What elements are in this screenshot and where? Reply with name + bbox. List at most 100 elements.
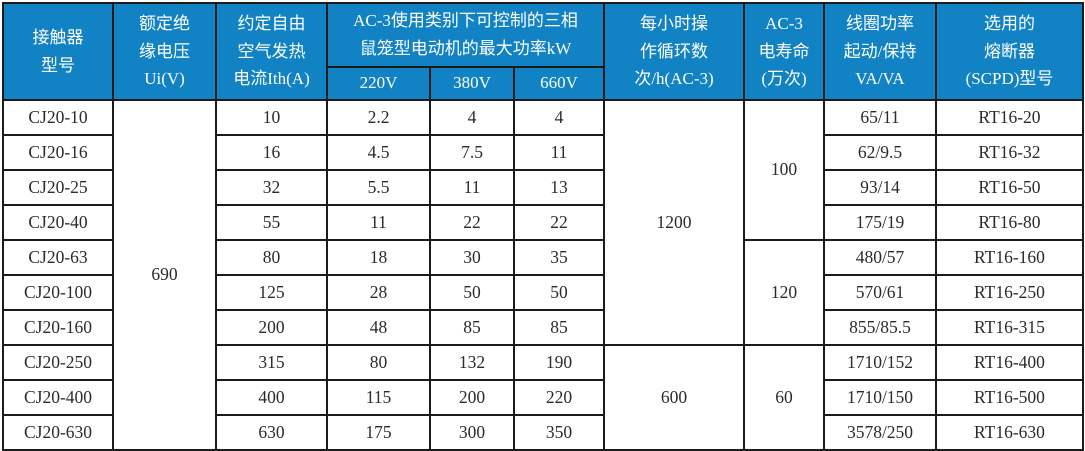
cell-thermal-current: 16 (215, 134, 328, 171)
cell-fuse: RT16-250 (935, 274, 1084, 311)
table-row: CJ20-250 315 80 132 190 600 60 1710/152 … (2, 344, 1084, 451)
cell-power-380v: 7.5 (429, 134, 515, 171)
cell-power-380v: 50 (429, 274, 515, 311)
header-coil-power: 线圈功率 起动/保持 VA/VA (823, 2, 937, 101)
cell-fuse: RT16-500 (935, 379, 1084, 416)
cell-model: CJ20-63 (2, 239, 114, 276)
cell-power-660v: 50 (513, 274, 605, 311)
cell-fuse: RT16-160 (935, 239, 1084, 276)
header-220v: 220V (326, 66, 431, 101)
cell-coil-power: 1710/150 (823, 379, 937, 416)
cell-life: 100 (743, 99, 825, 241)
cell-thermal-current: 80 (215, 239, 328, 276)
cell-fuse: RT16-80 (935, 204, 1084, 241)
header-cycles: 每小时操 作循环数 次/h(AC-3) (603, 2, 745, 101)
cell-model: CJ20-40 (2, 204, 114, 241)
cell-coil-power: 855/85.5 (823, 309, 937, 346)
cell-coil-power: 3578/250 (823, 414, 937, 451)
cell-power-380v: 200 (429, 379, 515, 416)
cell-power-380v: 30 (429, 239, 515, 276)
cell-thermal-current: 32 (215, 169, 328, 206)
cell-thermal-current: 200 (215, 309, 328, 346)
cell-power-220v: 5.5 (326, 169, 431, 206)
table-row: CJ20-100 125 28 50 50 570/61 RT16-250 (2, 274, 1084, 311)
cell-fuse: RT16-315 (935, 309, 1084, 346)
cell-model: CJ20-25 (2, 169, 114, 206)
cell-power-220v: 4.5 (326, 134, 431, 171)
cell-coil-power: 570/61 (823, 274, 937, 311)
cell-power-380v: 4 (429, 99, 515, 136)
cell-power-220v: 18 (326, 239, 431, 276)
cell-life: 120 (743, 239, 825, 346)
cell-coil-power: 175/19 (823, 204, 937, 241)
cell-coil-power: 1710/152 (823, 344, 937, 381)
cell-model: CJ20-160 (2, 309, 114, 346)
table-row: CJ20-63 80 18 30 35 120 480/57 RT16-160 (2, 239, 1084, 346)
table-row: CJ20-10 690 10 2.2 4 4 1200 100 65/11 RT… (2, 99, 1084, 451)
cell-cycles: 1200 (603, 99, 745, 346)
cell-coil-power: 62/9.5 (823, 134, 937, 171)
cell-coil-power: 480/57 (823, 239, 937, 276)
cell-rated-voltage: 690 (112, 99, 217, 451)
cell-power-220v: 80 (326, 344, 431, 381)
cell-power-660v: 35 (513, 239, 605, 276)
cell-thermal-current: 55 (215, 204, 328, 241)
cell-power-660v: 220 (513, 379, 605, 416)
cell-power-660v: 11 (513, 134, 605, 171)
header-thermal-current: 约定自由 空气发热 电流Ith(A) (215, 2, 328, 101)
cell-power-220v: 28 (326, 274, 431, 311)
header-fuse: 选用的 熔断器 (SCPD)型号 (935, 2, 1084, 101)
cell-power-380v: 11 (429, 169, 515, 206)
cell-thermal-current: 125 (215, 274, 328, 311)
table-row: CJ20-25 32 5.5 11 13 93/14 RT16-50 (2, 169, 1084, 206)
header-row-sub: 220V 380V 660V (3, 66, 1083, 101)
header-life: AC-3 电寿命 (万次) (743, 2, 825, 101)
cell-power-380v: 85 (429, 309, 515, 346)
header-row-top: 接触器 型号 额定绝 缘电压 Ui(V) 约定自由 空气发热 电流Ith(A) … (2, 2, 1084, 101)
cell-thermal-current: 400 (215, 379, 328, 416)
cell-fuse: RT16-400 (935, 344, 1084, 381)
cell-fuse: RT16-630 (935, 414, 1084, 451)
cell-power-220v: 11 (326, 204, 431, 241)
cell-power-660v: 13 (513, 169, 605, 206)
header-insulation-voltage: 额定绝 缘电压 Ui(V) (112, 2, 217, 101)
header-380v: 380V (429, 66, 515, 101)
table-body: CJ20-10 690 10 2.2 4 4 1200 100 65/11 RT… (2, 99, 1084, 451)
table-row: CJ20-160 200 48 85 85 855/85.5 RT16-315 (2, 309, 1084, 346)
cell-power-220v: 175 (326, 414, 431, 451)
cell-thermal-current: 10 (215, 99, 328, 136)
cell-fuse: RT16-50 (935, 169, 1084, 206)
cell-fuse: RT16-20 (935, 99, 1084, 136)
cell-model: CJ20-100 (2, 274, 114, 311)
cell-power-220v: 48 (326, 309, 431, 346)
cell-power-660v: 22 (513, 204, 605, 241)
cell-power-220v: 115 (326, 379, 431, 416)
cell-power-660v: 350 (513, 414, 605, 451)
cell-fuse: RT16-32 (935, 134, 1084, 171)
cell-power-660v: 190 (513, 344, 605, 381)
header-power-group: AC-3使用类别下可控制的三相 鼠笼型电动机的最大功率kW (326, 2, 605, 68)
header-660v: 660V (513, 66, 605, 101)
table-row: CJ20-16 16 4.5 7.5 11 62/9.5 RT16-32 (2, 134, 1084, 171)
cell-power-660v: 85 (513, 309, 605, 346)
cell-coil-power: 65/11 (823, 99, 937, 136)
cell-thermal-current: 315 (215, 344, 328, 381)
cell-life: 60 (743, 344, 825, 451)
cell-power-220v: 2.2 (326, 99, 431, 136)
cell-power-380v: 132 (429, 344, 515, 381)
table-row: CJ20-40 55 11 22 22 175/19 RT16-80 (2, 204, 1084, 241)
cell-thermal-current: 630 (215, 414, 328, 451)
cell-coil-power: 93/14 (823, 169, 937, 206)
cell-power-380v: 22 (429, 204, 515, 241)
cell-model: CJ20-16 (2, 134, 114, 171)
cell-power-660v: 4 (513, 99, 605, 136)
cell-cycles: 600 (603, 344, 745, 451)
cell-model: CJ20-250 (2, 344, 114, 381)
cell-model: CJ20-400 (2, 379, 114, 416)
cell-power-380v: 300 (429, 414, 515, 451)
cell-model: CJ20-10 (2, 99, 114, 136)
cell-model: CJ20-630 (2, 414, 114, 451)
header-model: 接触器 型号 (2, 2, 114, 101)
table-row: CJ20-400 400 115 200 220 1710/150 RT16-5… (2, 379, 1084, 416)
